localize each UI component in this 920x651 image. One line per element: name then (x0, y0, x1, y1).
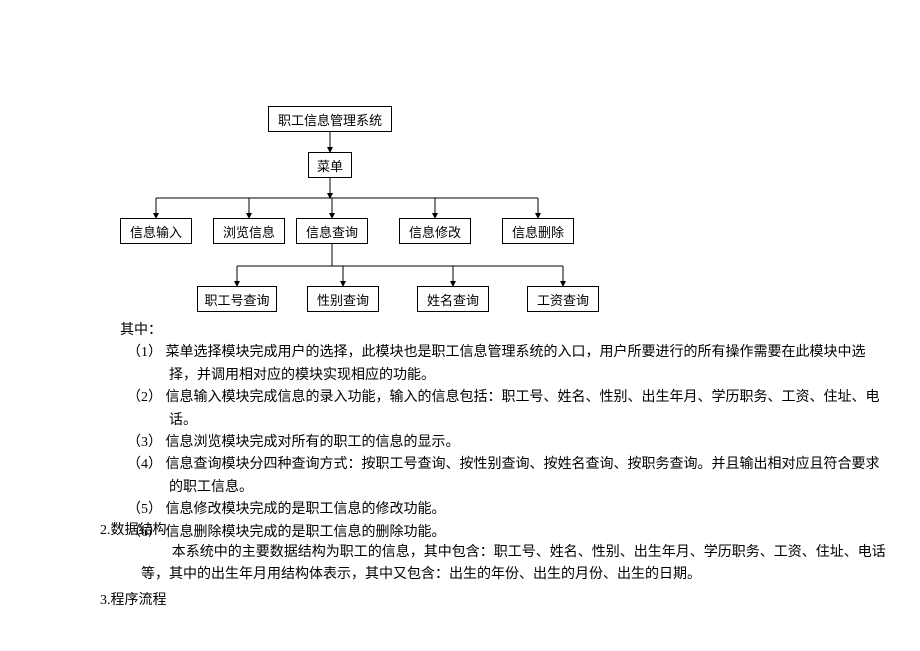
list-item: （5） 信息修改模块完成的是职工信息的修改功能。 (120, 499, 890, 521)
node-input: 信息输入 (120, 218, 192, 244)
node-modify: 信息修改 (399, 218, 471, 244)
section-3: 3.程序流程 (100, 590, 870, 612)
description-block: 其中： （1） 菜单选择模块完成用户的选择，此模块也是职工信息管理系统的入口，用… (120, 320, 890, 544)
node-q-salary: 工资查询 (527, 286, 599, 312)
list-item: （4） 信息查询模块分四种查询方式：按职工号查询、按性别查询、按姓名查询、按职务… (120, 454, 890, 499)
node-q-id: 职工号查询 (197, 286, 277, 312)
section-2-body: 本系统中的主要数据结构为职工的信息，其中包含：职工号、姓名、性别、出生年月、学历… (120, 542, 890, 587)
paragraph-data-structure: 本系统中的主要数据结构为职工的信息，其中包含：职工号、姓名、性别、出生年月、学历… (120, 542, 890, 587)
heading-qizhong: 其中： (120, 320, 890, 342)
list-item: （3） 信息浏览模块完成对所有的职工的信息的显示。 (120, 432, 890, 454)
list-item: （2） 信息输入模块完成信息的录入功能，输入的信息包括：职工号、姓名、性别、出生… (120, 387, 890, 432)
node-menu: 菜单 (308, 152, 352, 178)
node-root: 职工信息管理系统 (268, 106, 392, 132)
heading-program-flow: 3.程序流程 (100, 590, 870, 612)
list-item: （1） 菜单选择模块完成用户的选择，此模块也是职工信息管理系统的入口，用户所要进… (120, 342, 890, 387)
node-q-gender: 性别查询 (307, 286, 379, 312)
node-browse: 浏览信息 (213, 218, 285, 244)
node-q-name: 姓名查询 (417, 286, 489, 312)
node-delete: 信息删除 (502, 218, 574, 244)
heading-data-structure: 2.数据结构 (100, 520, 890, 542)
node-query: 信息查询 (296, 218, 368, 244)
section-2: 2.数据结构 (100, 520, 890, 542)
